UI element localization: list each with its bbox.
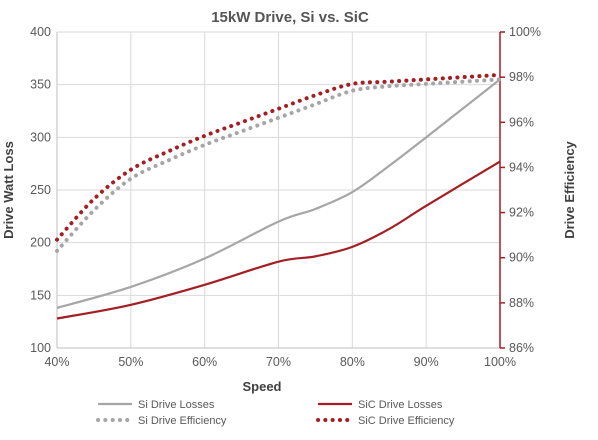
x-tick-label: 90%	[414, 355, 439, 369]
sic-drive-losses-legend-label: SiC Drive Losses	[358, 399, 443, 411]
sic-drive-efficiency-legend-label: SiC Drive Efficiency	[358, 415, 455, 427]
y-tick-label: 350	[30, 78, 51, 92]
y2-tick-label: 90%	[509, 251, 534, 265]
x-tick-label: 60%	[192, 355, 217, 369]
chart-title: 15kW Drive, Si vs. SiC	[211, 9, 369, 26]
y2-tick-label: 96%	[509, 115, 534, 129]
x-tick-label: 50%	[118, 355, 143, 369]
y2-tick-label: 86%	[509, 341, 534, 355]
y-axis-title: Drive Watt Loss	[1, 141, 16, 239]
y2-tick-label: 98%	[509, 70, 534, 84]
y2-tick-label: 88%	[509, 296, 534, 310]
y-tick-label: 100	[30, 341, 51, 355]
y2-tick-label: 94%	[509, 160, 534, 174]
sic-drive-losses-line	[56, 160, 501, 320]
y2-axis-title: Drive Efficiency	[562, 140, 577, 238]
y-tick-label: 150	[30, 288, 51, 302]
legend: Si Drive Losses Si Drive Efficiency SiC Dr…	[96, 399, 455, 427]
series-group	[55, 72, 502, 320]
x-tick-label: 70%	[266, 355, 291, 369]
x-tick-label: 80%	[340, 355, 365, 369]
y2-tick-label: 92%	[509, 206, 534, 220]
x-tick-label: 100%	[484, 355, 516, 369]
x-tick-label: 40%	[44, 355, 69, 369]
axes	[56, 31, 505, 349]
x-axis-title: Speed	[242, 379, 281, 394]
si-drive-losses-line	[56, 78, 501, 310]
y-tick-label: 250	[30, 183, 51, 197]
si-drive-efficiency-legend-label: Si Drive Efficiency	[138, 415, 227, 427]
y-tick-label: 300	[30, 130, 51, 144]
y2-tick-label: 100%	[509, 25, 541, 39]
y-tick-label: 200	[30, 236, 51, 250]
si-drive-losses-legend-label: Si Drive Losses	[138, 399, 215, 411]
y-tick-label: 400	[30, 25, 51, 39]
tick-labels: 40% 50% 60% 70% 80% 90% 100% 100 150 200 250 300 350…	[30, 25, 541, 369]
si-drive-efficiency-line	[55, 77, 502, 253]
